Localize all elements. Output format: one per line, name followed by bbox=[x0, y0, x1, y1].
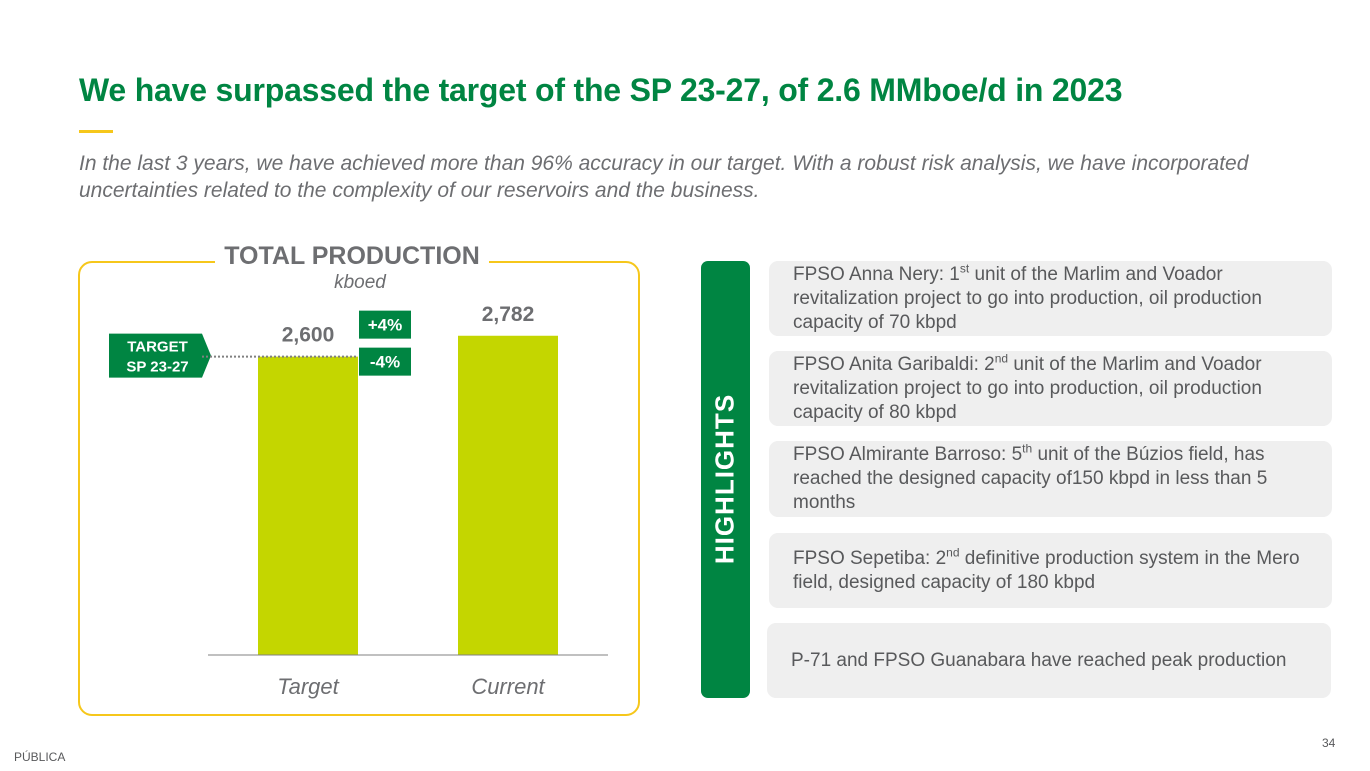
page-title: We have surpassed the target of the SP 2… bbox=[79, 72, 1123, 108]
highlight-text: FPSO Anna Nery: 1st unit of the Marlim a… bbox=[793, 261, 1262, 333]
x-tick-target: Target bbox=[277, 674, 339, 699]
data-label-current: 2,782 bbox=[482, 303, 535, 326]
chart-title: TOTAL PRODUCTION bbox=[215, 240, 489, 272]
title-underline bbox=[79, 130, 113, 133]
highlight-card: FPSO Anita Garibaldi: 2nd unit of the Ma… bbox=[769, 351, 1332, 426]
tolerance-band: +4% -4% bbox=[359, 310, 411, 376]
target-label-line1: TARGET bbox=[127, 339, 188, 356]
page-number: 34 bbox=[1322, 736, 1336, 750]
target-label-line2: SP 23-27 bbox=[126, 359, 188, 376]
highlights-label: HIGHLIGHTS bbox=[709, 393, 740, 565]
highlight-text: P-71 and FPSO Guanabara have reached pea… bbox=[791, 649, 1287, 671]
highlights-bar bbox=[701, 261, 750, 698]
target-badge bbox=[109, 333, 211, 378]
bar-current bbox=[458, 335, 558, 655]
highlight-text: FPSO Sepetiba: 2nd definitive production… bbox=[793, 545, 1300, 593]
band-lower-label: -4% bbox=[370, 353, 400, 372]
highlight-text: FPSO Anita Garibaldi: 2nd unit of the Ma… bbox=[793, 351, 1262, 423]
bar-target bbox=[258, 356, 358, 655]
highlight-card: FPSO Sepetiba: 2nd definitive production… bbox=[769, 533, 1332, 608]
highlight-card: FPSO Almirante Barroso: 5th unit of the … bbox=[769, 441, 1332, 517]
data-label-target: 2,600 bbox=[282, 324, 335, 347]
highlight-text: FPSO Almirante Barroso: 5th unit of the … bbox=[793, 441, 1268, 513]
chart-bars: 2,600 Target 2,782 Current bbox=[258, 303, 558, 699]
band-upper-box bbox=[359, 310, 411, 339]
target-marker: TARGET SP 23-27 bbox=[109, 333, 358, 378]
page-subtitle: In the last 3 years, we have achieved mo… bbox=[79, 152, 1249, 202]
highlight-card: P-71 and FPSO Guanabara have reached pea… bbox=[767, 623, 1331, 698]
chart-unit: kboed bbox=[334, 272, 386, 293]
classification-label: PÚBLICA bbox=[14, 750, 66, 764]
band-upper-label: +4% bbox=[368, 316, 403, 335]
band-lower-box bbox=[359, 347, 411, 376]
highlight-card: FPSO Anna Nery: 1st unit of the Marlim a… bbox=[769, 261, 1332, 336]
x-tick-current: Current bbox=[471, 674, 545, 699]
